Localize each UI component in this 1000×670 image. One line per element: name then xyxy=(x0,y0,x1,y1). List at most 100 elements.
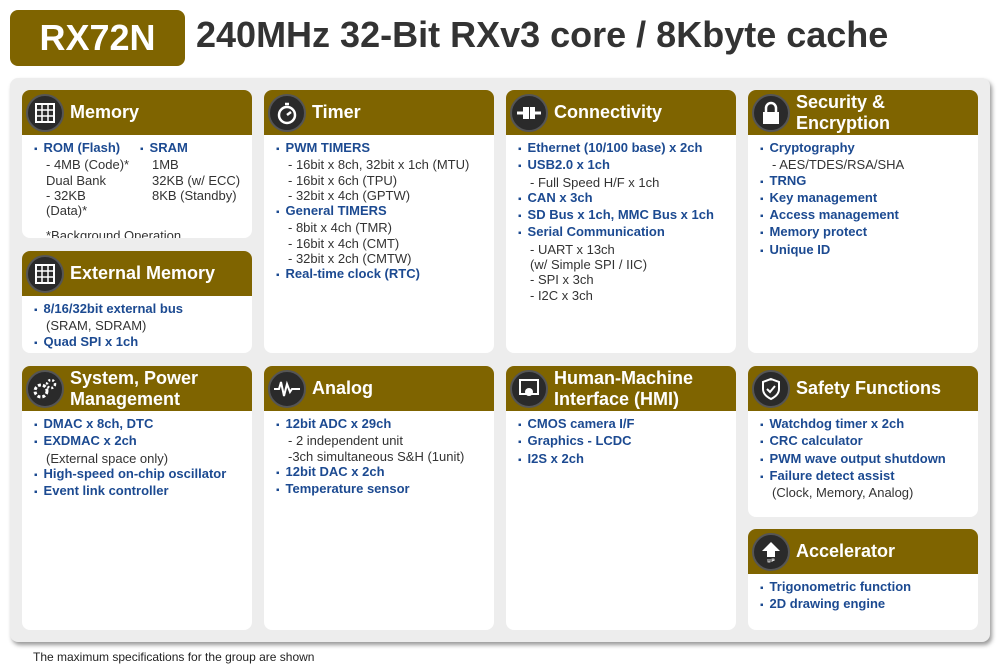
feature-item: CRC calculator xyxy=(760,433,978,450)
feature-detail: - 32bit x 2ch (CMTW) xyxy=(288,251,412,267)
card-header: System, Power Management xyxy=(22,366,252,411)
feature-item: Cryptography xyxy=(760,140,978,157)
feature-item: SD Bus x 1ch, MMC Bus x 1ch xyxy=(518,207,736,224)
card-header: Analog xyxy=(264,366,494,411)
card-body: Watchdog timer x 2chCRC calculatorPWM wa… xyxy=(748,411,978,500)
footnote-background-operation: *Background Operation xyxy=(46,228,182,238)
shield-check-icon xyxy=(752,369,790,408)
feature-detail: 8KB (Standby) xyxy=(152,187,237,203)
feature-detail: - 2 independent unit xyxy=(288,433,403,449)
card-title: Memory xyxy=(70,102,140,122)
feature-item: Key management xyxy=(760,190,978,207)
feature-detail: - UART x 13ch xyxy=(530,241,615,257)
memory-chip-icon xyxy=(26,93,64,132)
card-body: PWM TIMERS- 16bit x 8ch, 32bit x 1ch (MT… xyxy=(264,135,494,284)
card-header: Accelerator xyxy=(748,529,978,574)
card-header: Human-Machine Interface (HMI) xyxy=(506,366,736,411)
feature-item: Memory protect xyxy=(760,224,978,241)
feature-item: Quad SPI x 1ch xyxy=(34,334,252,351)
feature-detail: - 32bit x 4ch (GPTW) xyxy=(288,187,411,203)
feature-item: ROM (Flash) xyxy=(34,140,130,157)
feature-item: Trigonometric function xyxy=(760,579,978,596)
feature-item: Ethernet (10/100 base) x 2ch xyxy=(518,140,736,157)
feature-detail: - 32KB (Data)* xyxy=(46,187,88,219)
feature-item: USB2.0 x 1ch xyxy=(518,157,736,174)
feature-item: Failure detect assist xyxy=(760,468,978,485)
feature-detail: - 8bit x 4ch (TMR) xyxy=(288,220,393,236)
card-body: Ethernet (10/100 base) x 2chUSB2.0 x 1ch… xyxy=(506,135,736,303)
card-title: Connectivity xyxy=(554,102,663,122)
card-body: 8/16/32bit external bus(SRAM, SDRAM)Quad… xyxy=(22,296,252,351)
feature-detail: 1MB xyxy=(152,157,179,173)
feature-detail: - 4MB (Code)* xyxy=(46,157,130,173)
card-hmi: Human-Machine Interface (HMI)CMOS camera… xyxy=(506,366,736,630)
card-title: Accelerator xyxy=(796,541,896,561)
feature-item: TRNG xyxy=(760,173,978,190)
feature-item: PWM wave output shutdown xyxy=(760,451,978,468)
card-sec: Security & EncryptionCryptography- AES/T… xyxy=(748,90,978,353)
card-conn: Connectivity Ethernet (10/100 base) x 2ch… xyxy=(506,90,736,353)
card-title: Analog xyxy=(312,378,373,398)
feature-item: Unique ID xyxy=(760,242,978,259)
feature-item: SRAM xyxy=(140,140,240,157)
feature-detail: - Full Speed H/F x 1ch xyxy=(530,174,660,190)
card-body: ROM (Flash)- 4MB (Code)*Dual Bank- 32KB … xyxy=(22,135,252,238)
up-arrow-icon xyxy=(752,532,790,571)
feature-item: Event link controller xyxy=(34,483,252,500)
card-timer: Timer PWM TIMERS- 16bit x 8ch, 32bit x 1c… xyxy=(264,90,494,353)
feature-item: I2S x 2ch xyxy=(518,451,736,468)
waveform-icon xyxy=(268,369,306,408)
feature-item: CAN x 3ch xyxy=(518,190,736,207)
card-body: 12bit ADC x 29ch- 2 independent unit-3ch… xyxy=(264,411,494,498)
feature-item: Watchdog timer x 2ch xyxy=(760,416,978,433)
feature-detail: - 16bit x 6ch (TPU) xyxy=(288,172,398,188)
feature-detail: -3ch simultaneous S&H (1unit) xyxy=(288,448,465,464)
feature-item: 8/16/32bit external bus xyxy=(34,301,252,318)
feature-item: General TIMERS xyxy=(276,203,494,220)
card-header: Timer xyxy=(264,90,494,135)
feature-item: PWM TIMERS xyxy=(276,140,494,157)
page-title: 240MHz 32-Bit RXv3 core / 8Kbyte cache xyxy=(196,14,889,55)
footnote: The maximum specifications for the group… xyxy=(33,650,315,664)
memory-chip-icon xyxy=(26,254,64,293)
stopwatch-icon xyxy=(268,93,306,132)
card-title: External Memory xyxy=(70,263,216,283)
card-title: Safety Functions xyxy=(796,378,942,398)
touch-screen-icon xyxy=(510,369,548,408)
feature-detail: - 16bit x 8ch, 32bit x 1ch (MTU) xyxy=(288,157,470,173)
feature-item: High-speed on-chip oscillator xyxy=(34,466,252,483)
feature-detail: (Clock, Memory, Analog) xyxy=(772,485,914,501)
feature-item: EXDMAC x 2ch xyxy=(34,433,252,450)
feature-item: Access management xyxy=(760,207,978,224)
card-accel: Accelerator Trigonometric function2D draw… xyxy=(748,529,978,630)
feature-detail: - AES/TDES/RSA/SHA xyxy=(772,157,905,173)
feature-detail: - 16bit x 4ch (CMT) xyxy=(288,235,400,251)
card-memory: Memory ROM (Flash)- 4MB (Code)*Dual Bank-… xyxy=(22,90,252,238)
feature-item: CMOS camera I/F xyxy=(518,416,736,433)
feature-detail: (External space only) xyxy=(46,450,169,466)
feature-item: 12bit DAC x 2ch xyxy=(276,464,494,481)
card-title: System, Power Management xyxy=(70,367,199,409)
feature-item: Real-time clock (RTC) xyxy=(276,266,494,283)
card-safety: Safety Functions Watchdog timer x 2chCRC … xyxy=(748,366,978,517)
card-title: Human-Machine Interface (HMI) xyxy=(554,367,694,409)
card-body: Cryptography- AES/TDES/RSA/SHATRNGKey ma… xyxy=(748,135,978,259)
plug-icon xyxy=(510,93,548,132)
card-title: Timer xyxy=(312,102,361,122)
card-ext: External Memory 8/16/32bit external bus(S… xyxy=(22,251,252,353)
gears-icon xyxy=(26,369,64,408)
feature-item: 2D drawing engine xyxy=(760,596,978,613)
feature-detail: - I2C x 3ch xyxy=(530,287,593,303)
card-body: Trigonometric function2D drawing engine xyxy=(748,574,978,614)
feature-detail: 32KB (w/ ECC) xyxy=(152,172,241,188)
feature-item: 12bit ADC x 29ch xyxy=(276,416,494,433)
feature-detail: (w/ Simple SPI / IIC) xyxy=(530,257,648,273)
product-badge: RX72N xyxy=(10,10,185,66)
card-analog: Analog 12bit ADC x 29ch- 2 independent un… xyxy=(264,366,494,630)
card-body: CMOS camera I/FGraphics - LCDCI2S x 2ch xyxy=(506,411,736,468)
card-header: External Memory xyxy=(22,251,252,296)
card-body: DMAC x 8ch, DTCEXDMAC x 2ch(External spa… xyxy=(22,411,252,500)
feature-detail: Dual Bank xyxy=(46,172,106,188)
feature-item: Temperature sensor xyxy=(276,481,494,498)
feature-item: DMAC x 8ch, DTC xyxy=(34,416,252,433)
